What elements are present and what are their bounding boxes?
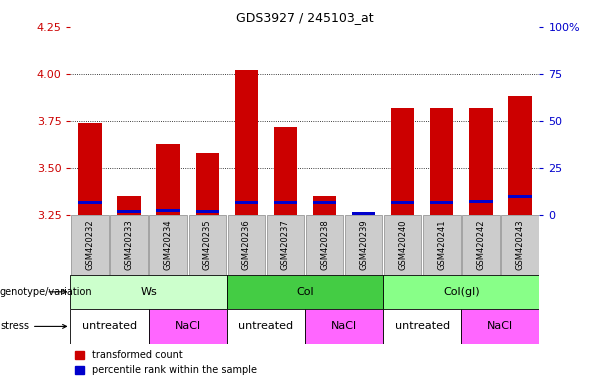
Bar <box>189 215 226 275</box>
Bar <box>110 215 148 275</box>
Bar <box>70 275 227 309</box>
Bar <box>267 215 304 275</box>
Bar <box>305 309 383 344</box>
Text: Col: Col <box>296 287 314 297</box>
Bar <box>508 96 531 215</box>
Text: genotype/variation: genotype/variation <box>0 287 93 297</box>
Bar <box>118 196 141 215</box>
Text: NaCl: NaCl <box>487 321 514 331</box>
Text: stress: stress <box>0 321 66 331</box>
Bar <box>345 215 383 275</box>
Bar <box>227 215 265 275</box>
Bar <box>71 215 109 275</box>
Text: NaCl: NaCl <box>175 321 201 331</box>
Bar <box>383 309 462 344</box>
Bar <box>235 70 258 215</box>
Bar <box>352 214 375 215</box>
Text: untreated: untreated <box>395 321 450 331</box>
Bar <box>149 309 227 344</box>
Text: GSM420236: GSM420236 <box>242 219 251 270</box>
Text: Col(gl): Col(gl) <box>443 287 479 297</box>
Bar <box>156 209 180 212</box>
Bar <box>462 215 500 275</box>
Bar <box>118 210 141 213</box>
Text: GSM420238: GSM420238 <box>320 219 329 270</box>
Text: untreated: untreated <box>238 321 294 331</box>
Bar <box>227 309 305 344</box>
Legend: transformed count, percentile rank within the sample: transformed count, percentile rank withi… <box>75 351 257 375</box>
Bar <box>383 275 539 309</box>
Bar <box>501 215 539 275</box>
Text: untreated: untreated <box>82 321 137 331</box>
Bar <box>235 201 258 204</box>
Bar <box>306 215 343 275</box>
Bar <box>391 201 414 204</box>
Bar <box>508 195 531 199</box>
Bar <box>156 144 180 215</box>
Text: GSM420232: GSM420232 <box>86 220 94 270</box>
Bar <box>150 215 187 275</box>
Text: GSM420233: GSM420233 <box>124 219 134 270</box>
Bar <box>430 201 454 204</box>
Bar <box>469 200 493 203</box>
Bar <box>352 212 375 215</box>
Bar <box>78 123 102 215</box>
Bar <box>313 196 336 215</box>
Bar <box>227 275 383 309</box>
Bar <box>274 127 297 215</box>
Bar <box>78 201 102 204</box>
Text: GSM420243: GSM420243 <box>516 220 524 270</box>
Bar <box>469 108 493 215</box>
Text: GSM420240: GSM420240 <box>398 220 407 270</box>
Text: GSM420241: GSM420241 <box>437 220 446 270</box>
Bar <box>423 215 460 275</box>
Bar <box>391 108 414 215</box>
Bar <box>462 309 539 344</box>
Text: GSM420242: GSM420242 <box>476 220 485 270</box>
Text: NaCl: NaCl <box>331 321 357 331</box>
Text: GSM420234: GSM420234 <box>164 220 173 270</box>
Title: GDS3927 / 245103_at: GDS3927 / 245103_at <box>236 11 374 24</box>
Bar <box>313 201 336 204</box>
Bar <box>70 309 149 344</box>
Bar <box>274 201 297 204</box>
Bar <box>196 210 219 213</box>
Bar <box>384 215 421 275</box>
Text: GSM420235: GSM420235 <box>203 220 211 270</box>
Text: GSM420239: GSM420239 <box>359 220 368 270</box>
Text: GSM420237: GSM420237 <box>281 219 290 270</box>
Bar <box>196 153 219 215</box>
Bar <box>430 108 454 215</box>
Text: Ws: Ws <box>140 287 157 297</box>
